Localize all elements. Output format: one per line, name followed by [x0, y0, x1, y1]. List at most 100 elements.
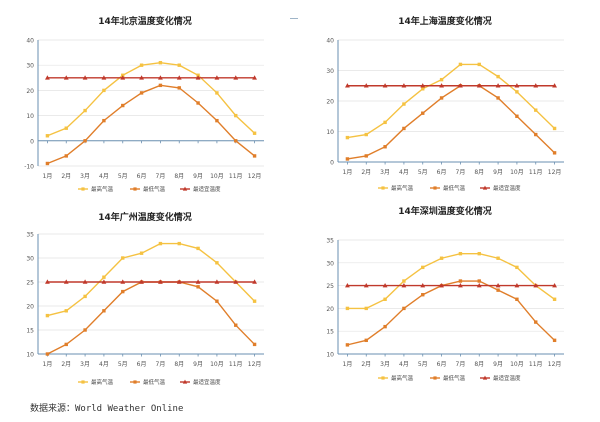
- point-max: [402, 102, 406, 106]
- point-min: [552, 151, 557, 155]
- x-tick-label: 4月: [99, 361, 109, 368]
- y-tick-label: 20: [326, 306, 334, 313]
- legend-marker: [81, 380, 85, 384]
- y-tick-label: 30: [326, 260, 334, 267]
- point-comfort: [382, 83, 388, 88]
- y-tick-label: 25: [326, 283, 334, 290]
- legend-label: 最适宜温度: [493, 184, 521, 192]
- point-min: [421, 111, 425, 115]
- series-line-min: [347, 85, 556, 160]
- point-min: [534, 320, 538, 324]
- chart-beijing: 14年北京温度变化情况 -10 0 10 20 30 40 1月 2月 3月 4月 5月 6月 7月 8月…: [0, 8, 290, 208]
- point-min: [121, 289, 125, 294]
- point-comfort: [45, 75, 50, 80]
- point-min: [515, 297, 519, 301]
- x-tick-label: 8月: [474, 361, 484, 368]
- point-max: [45, 134, 50, 138]
- x-tick-label: 1月: [43, 173, 53, 180]
- point-min: [234, 139, 238, 143]
- point-max: [196, 246, 200, 251]
- x-tick-label: 4月: [399, 361, 409, 368]
- y-tick-label: 25: [26, 280, 34, 287]
- x-tick-label: 4月: [99, 173, 109, 180]
- x-tick-label: 12月: [248, 361, 262, 368]
- point-max: [64, 309, 68, 313]
- point-min: [477, 279, 481, 283]
- point-max: [345, 135, 350, 140]
- x-tick-label: 8月: [174, 173, 184, 180]
- point-comfort: [495, 83, 501, 88]
- point-max: [383, 120, 387, 125]
- x-tick-label: 9月: [493, 361, 503, 368]
- point-max: [215, 91, 219, 95]
- legend-marker: [133, 187, 137, 191]
- source-note: 数据来源：World Weather Online: [30, 404, 184, 414]
- point-max: [252, 131, 257, 135]
- series-line-max: [347, 63, 556, 139]
- x-tick-label: 1月: [43, 361, 53, 368]
- legend-marker: [433, 186, 437, 190]
- chart-shanghai: 14年上海温度变化情况 0 10 20 30 40 1月 2月 3月 4月 5月 6月 7月 8月 9月 1…: [300, 8, 590, 208]
- point-min: [252, 342, 257, 347]
- point-max: [421, 87, 425, 91]
- x-tick-label: 10月: [210, 361, 224, 368]
- point-min: [496, 288, 500, 292]
- point-min: [421, 293, 425, 297]
- point-comfort: [101, 279, 107, 284]
- x-tick-label: 5月: [118, 361, 128, 368]
- point-min: [121, 103, 125, 108]
- x-tick-label: 8月: [474, 169, 484, 176]
- point-min: [383, 324, 387, 329]
- chart-shenzhen: 14年深圳温度变化情况 10 15 20 25 30 35 1月 2月 3月 4月 5月 6月 7月 8月…: [300, 204, 590, 404]
- point-max: [458, 251, 463, 256]
- point-min: [439, 96, 444, 100]
- point-min: [196, 285, 200, 289]
- legend-label: 最高气温: [91, 185, 114, 193]
- point-max: [552, 126, 557, 131]
- point-min: [552, 338, 557, 343]
- point-comfort: [401, 83, 407, 88]
- point-comfort: [252, 279, 257, 284]
- y-tick-label: 0: [30, 138, 34, 145]
- legend-marker: [182, 186, 188, 191]
- y-tick-label: 30: [26, 63, 34, 70]
- point-min: [83, 139, 87, 143]
- y-tick-label: 0: [330, 160, 334, 167]
- x-tick-label: 1月: [343, 361, 353, 368]
- x-tick-label: 2月: [361, 361, 371, 368]
- point-min: [83, 328, 87, 332]
- legend-label: 最适宜温度: [193, 185, 221, 193]
- x-tick-label: 9月: [493, 169, 503, 176]
- point-max: [496, 74, 500, 79]
- point-comfort: [533, 283, 539, 288]
- point-comfort: [458, 283, 463, 288]
- legend-marker: [182, 379, 188, 384]
- point-max: [552, 297, 557, 301]
- point-min: [45, 352, 50, 356]
- x-tick-label: 12月: [248, 173, 262, 180]
- point-min: [158, 83, 163, 88]
- chart-title: 14年北京温度变化情况: [98, 17, 192, 27]
- x-tick-label: 5月: [118, 173, 128, 180]
- legend-label: 最适宜温度: [493, 374, 521, 382]
- point-max: [139, 63, 144, 67]
- point-min: [515, 114, 519, 118]
- point-min: [215, 299, 219, 303]
- point-comfort: [552, 283, 557, 288]
- point-max: [534, 108, 538, 112]
- x-tick-label: 3月: [80, 173, 90, 180]
- point-comfort: [176, 279, 182, 284]
- point-comfort: [401, 283, 407, 288]
- y-tick-label: -10: [24, 164, 34, 171]
- point-max: [158, 241, 163, 246]
- point-comfort: [345, 283, 350, 288]
- chart-svg: 10 15 20 25 30 35 1月 2月 3月 4月 5月 6月 7月 8月 9月 10月 11月 12月最…: [26, 232, 264, 386]
- x-tick-label: 9月: [193, 173, 203, 180]
- point-min: [215, 118, 219, 123]
- x-tick-label: 10月: [510, 361, 524, 368]
- legend-label: 最低气温: [443, 374, 466, 382]
- point-max: [364, 306, 368, 311]
- point-max: [83, 294, 87, 299]
- x-tick-label: 9月: [193, 361, 203, 368]
- point-comfort: [476, 283, 482, 288]
